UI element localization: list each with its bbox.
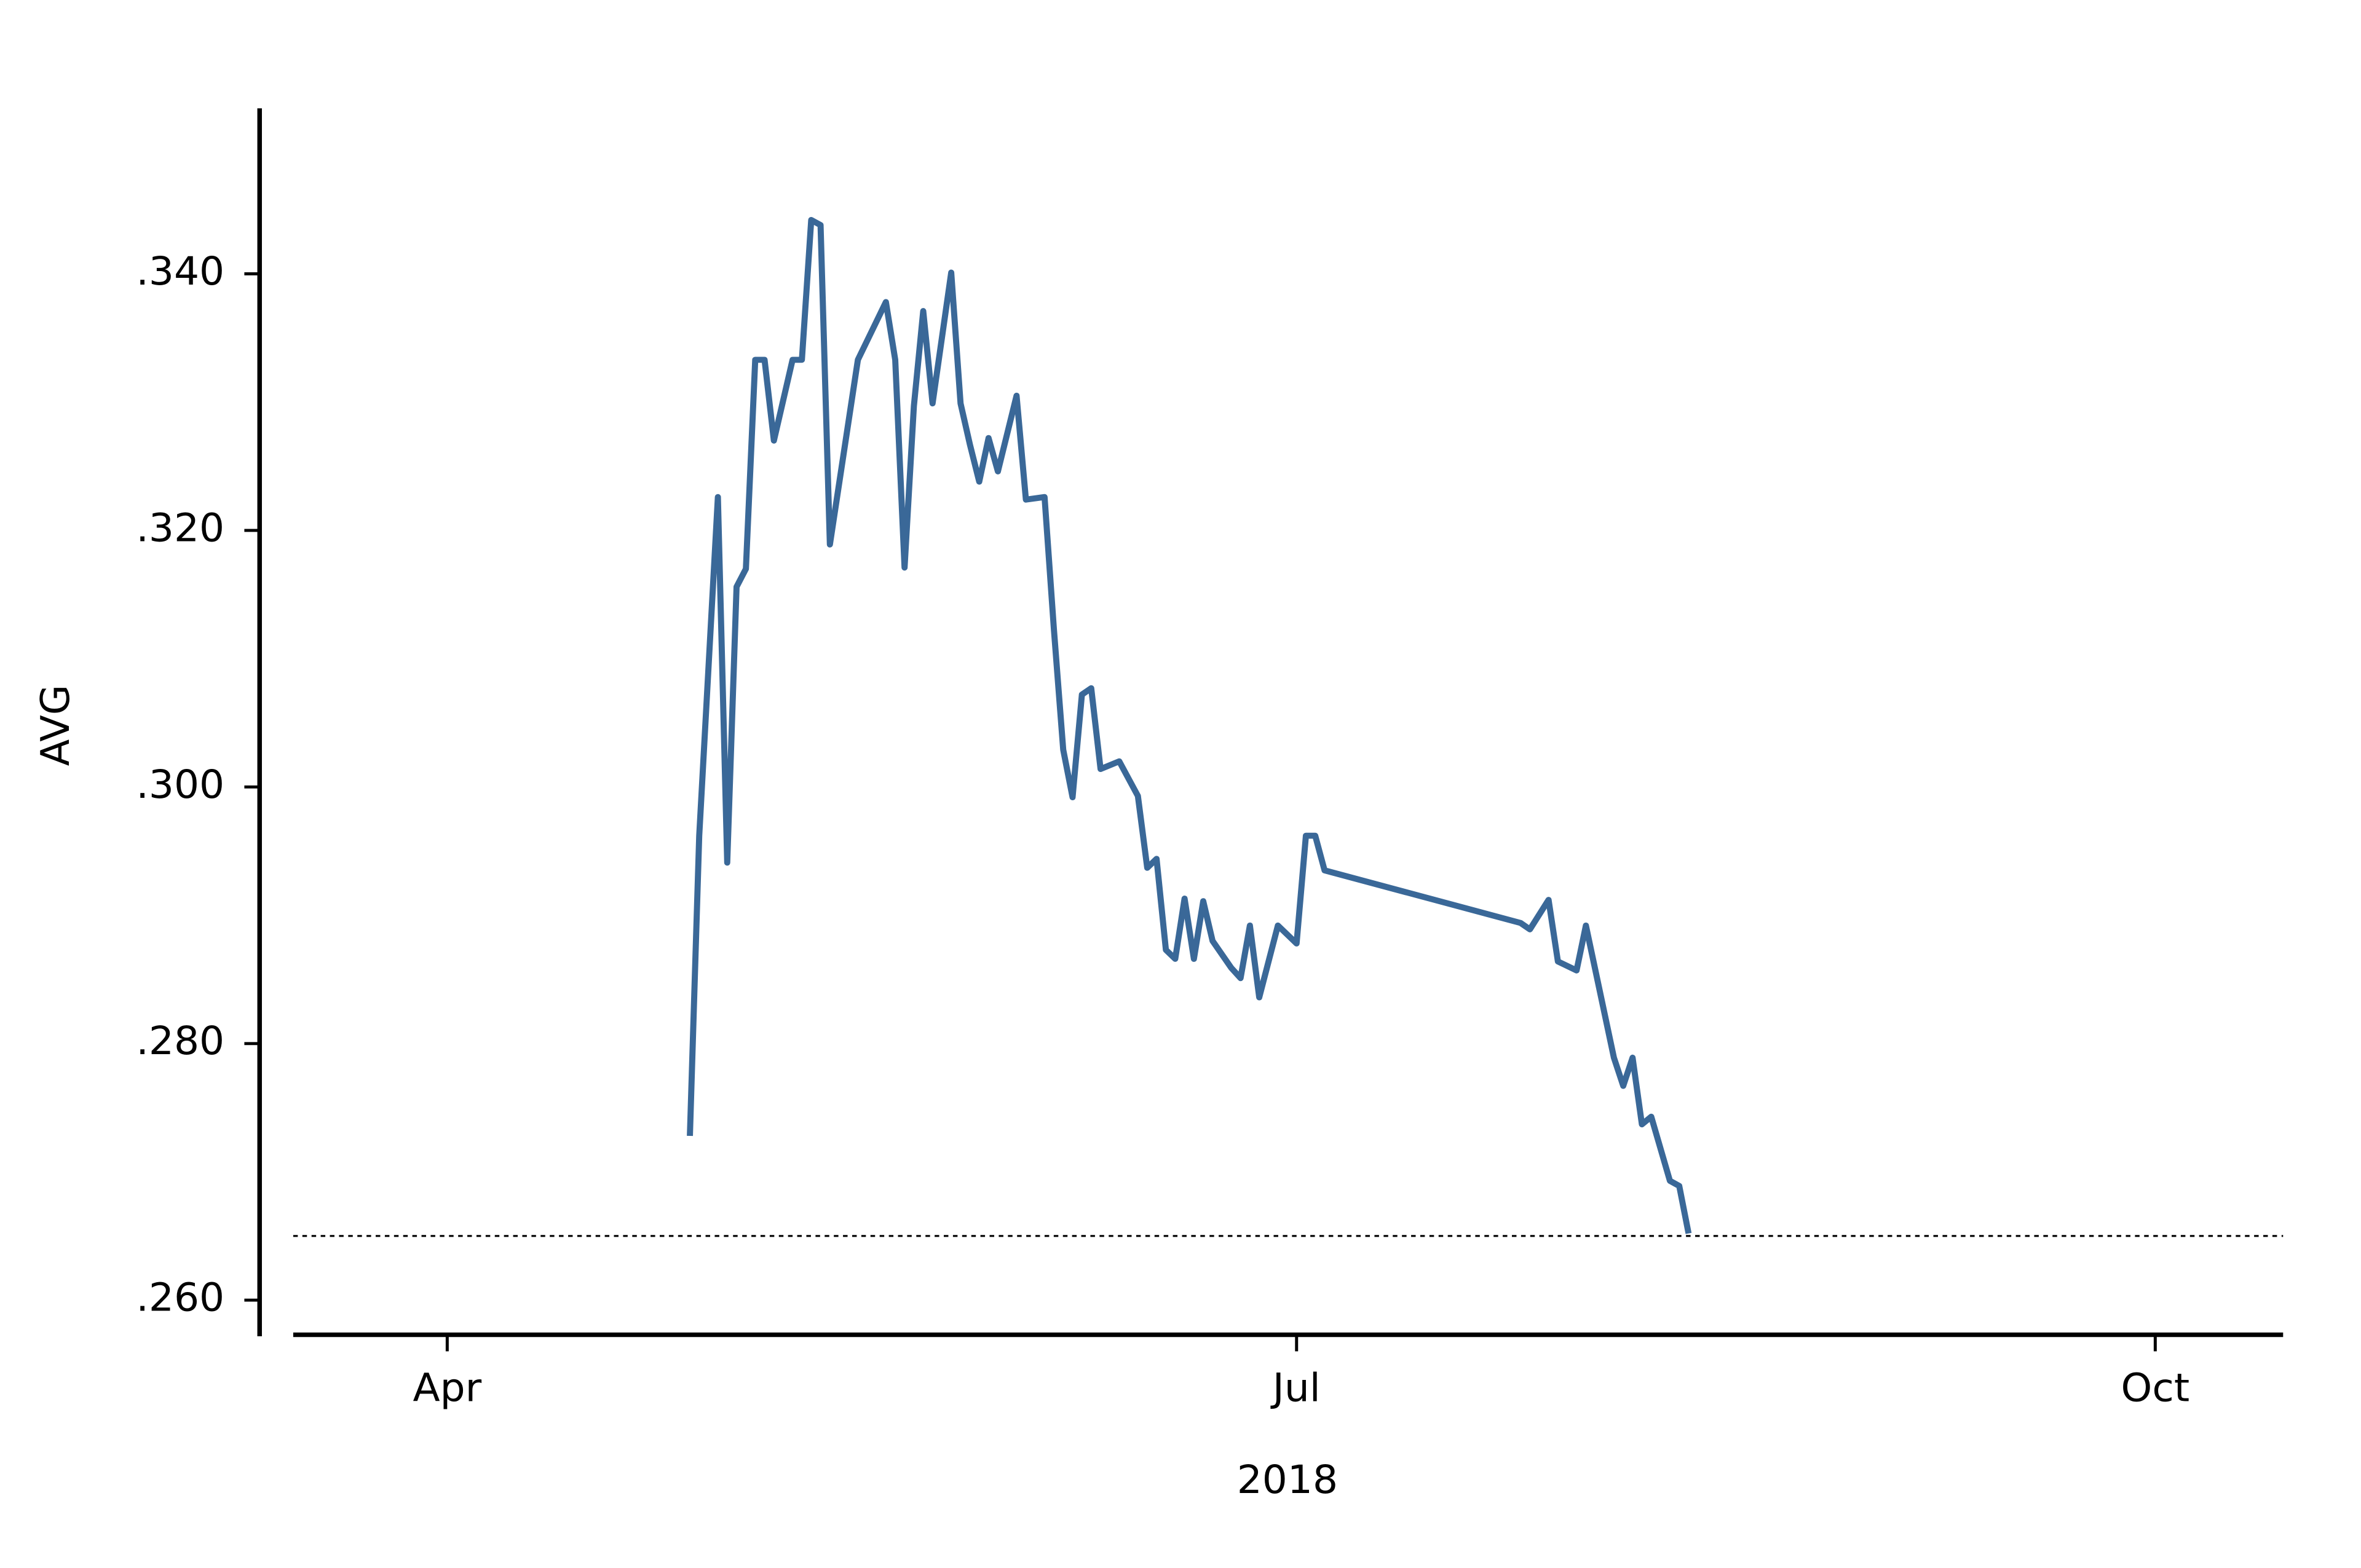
data-line — [687, 216, 1692, 1234]
y-tick-label: .320 — [136, 505, 224, 551]
y-tick-label: .300 — [136, 762, 224, 807]
x-tick-label: Apr — [413, 1365, 482, 1411]
x-tick-label: Jul — [1270, 1365, 1321, 1411]
x-axis-label: 2018 — [1237, 1457, 1338, 1502]
y-tick-label: .340 — [136, 248, 224, 294]
y-tick-label: .280 — [136, 1018, 224, 1064]
y-axis-label: AVG — [33, 685, 79, 766]
y-tick-label: .260 — [136, 1275, 224, 1320]
x-tick-label: Oct — [2121, 1365, 2190, 1411]
